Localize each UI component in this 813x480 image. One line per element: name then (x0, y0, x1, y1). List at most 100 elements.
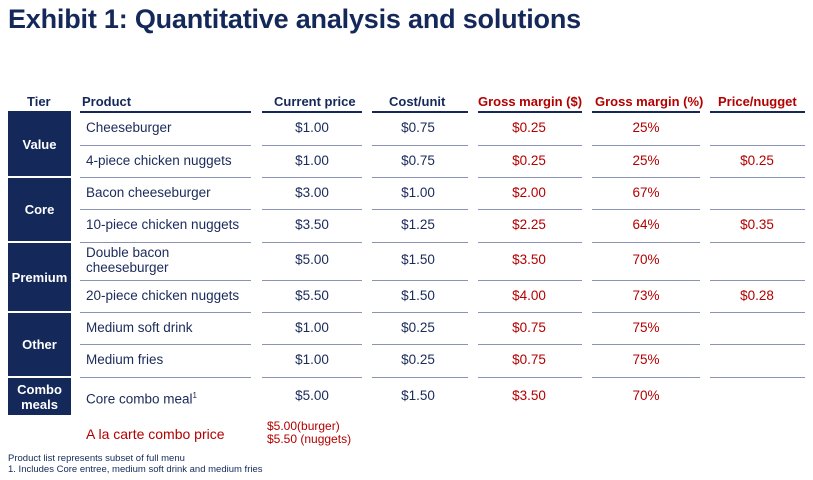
cell-current-price: $1.00 (295, 120, 329, 135)
cell-gross-margin-pct: 70% (632, 388, 660, 403)
cell-current-price: $5.50 (295, 288, 329, 303)
tier-other: Other (8, 313, 71, 376)
tier-premium: Premium (8, 243, 71, 311)
cell-product: Double bacon cheeseburger (86, 245, 251, 275)
row-divider (80, 377, 251, 378)
cell-cost-unit: $1.50 (401, 252, 435, 267)
cell-gross-margin-usd: $0.25 (512, 153, 546, 168)
row-divider (592, 377, 700, 378)
header-rule (262, 111, 362, 113)
row-divider (710, 377, 805, 378)
cell-price-nugget: $0.28 (740, 288, 774, 303)
footnote-1: 1. Includes Core entree, medium soft dri… (8, 464, 263, 475)
row-divider (710, 209, 805, 210)
row-divider (478, 280, 582, 281)
product-name: 10-piece chicken nuggets (86, 217, 240, 232)
cell-gross-margin-pct: 75% (632, 320, 660, 335)
cell-cost-unit: $1.50 (401, 388, 435, 403)
product-name: Medium fries (86, 352, 164, 367)
product-name: 4-piece chicken nuggets (86, 153, 232, 168)
row-divider (262, 377, 362, 378)
header-rule (478, 111, 582, 113)
row-divider (710, 177, 805, 178)
cell-gross-margin-pct: 75% (632, 352, 660, 367)
cell-gross-margin-usd: $2.00 (512, 185, 546, 200)
a-la-carte-label: A la carte combo price (86, 426, 225, 442)
header-current-price: Current price (274, 94, 356, 109)
row-divider (80, 177, 251, 178)
cell-gross-margin-usd: $2.25 (512, 217, 546, 232)
row-divider (710, 242, 805, 243)
row-divider (478, 242, 582, 243)
footnote-marker: 1 (192, 391, 197, 400)
cell-product: 4-piece chicken nuggets (86, 153, 251, 168)
row-divider (372, 280, 468, 281)
cell-gross-margin-pct: 67% (632, 185, 660, 200)
row-divider (372, 209, 468, 210)
cell-product: 20-piece chicken nuggets (86, 288, 251, 303)
header-gross-margin-usd: Gross margin ($) (478, 94, 583, 109)
cell-price-nugget: $0.25 (740, 153, 774, 168)
row-divider (592, 145, 700, 146)
product-name: Cheeseburger (86, 120, 172, 135)
header-product: Product (82, 94, 132, 109)
cell-gross-margin-usd: $0.75 (512, 320, 546, 335)
cell-gross-margin-pct: 70% (632, 252, 660, 267)
product-name: Double bacon cheeseburger (86, 245, 170, 275)
row-divider (592, 280, 700, 281)
row-divider (592, 242, 700, 243)
row-divider (478, 209, 582, 210)
row-divider (478, 344, 582, 345)
row-divider (478, 312, 582, 313)
cell-gross-margin-pct: 64% (632, 217, 660, 232)
header-rule (372, 111, 468, 113)
row-divider (710, 344, 805, 345)
row-divider (710, 312, 805, 313)
cell-cost-unit: $0.25 (401, 352, 435, 367)
header-cost-unit: Cost/unit (389, 94, 446, 109)
row-divider (262, 145, 362, 146)
a-la-carte-burger: $5.00(burger) (267, 419, 340, 433)
header-gross-margin-pct: Gross margin (%) (595, 94, 704, 109)
row-divider (262, 344, 362, 345)
row-divider (372, 145, 468, 146)
row-divider (80, 242, 251, 243)
header-rule (8, 111, 71, 113)
cell-cost-unit: $1.25 (401, 217, 435, 232)
cell-current-price: $3.00 (295, 185, 329, 200)
a-la-carte-nuggets: $5.50 (nuggets) (267, 432, 352, 446)
cell-current-price: $3.50 (295, 217, 329, 232)
row-divider (372, 344, 468, 345)
row-divider (592, 344, 700, 345)
cell-gross-margin-pct: 25% (632, 153, 660, 168)
page-title: Exhibit 1: Quantitative analysis and sol… (8, 4, 581, 34)
product-name: Core combo meal (86, 391, 193, 407)
header-price-nugget: Price/nugget (718, 94, 797, 109)
cell-cost-unit: $1.50 (401, 288, 435, 303)
cell-cost-unit: $0.75 (401, 153, 435, 168)
cell-gross-margin-pct: 73% (632, 288, 660, 303)
cell-current-price: $1.00 (295, 352, 329, 367)
row-divider (262, 242, 362, 243)
row-divider (710, 280, 805, 281)
row-divider (262, 280, 362, 281)
cell-gross-margin-usd: $0.25 (512, 120, 546, 135)
cell-product: Cheeseburger (86, 120, 251, 135)
row-divider (710, 145, 805, 146)
row-divider (372, 377, 468, 378)
cell-cost-unit: $0.25 (401, 320, 435, 335)
row-divider (592, 312, 700, 313)
cell-current-price: $5.00 (295, 252, 329, 267)
header-rule (80, 111, 251, 113)
row-divider (372, 312, 468, 313)
row-divider (478, 145, 582, 146)
header-rule (592, 111, 700, 113)
tier-combo-meals: Combo meals (8, 378, 71, 415)
header-tier: Tier (27, 94, 51, 109)
cell-gross-margin-usd: $0.75 (512, 352, 546, 367)
row-divider (80, 209, 251, 210)
row-divider (592, 209, 700, 210)
row-divider (80, 344, 251, 345)
cell-price-nugget: $0.35 (740, 217, 774, 232)
header-rule (710, 111, 805, 113)
